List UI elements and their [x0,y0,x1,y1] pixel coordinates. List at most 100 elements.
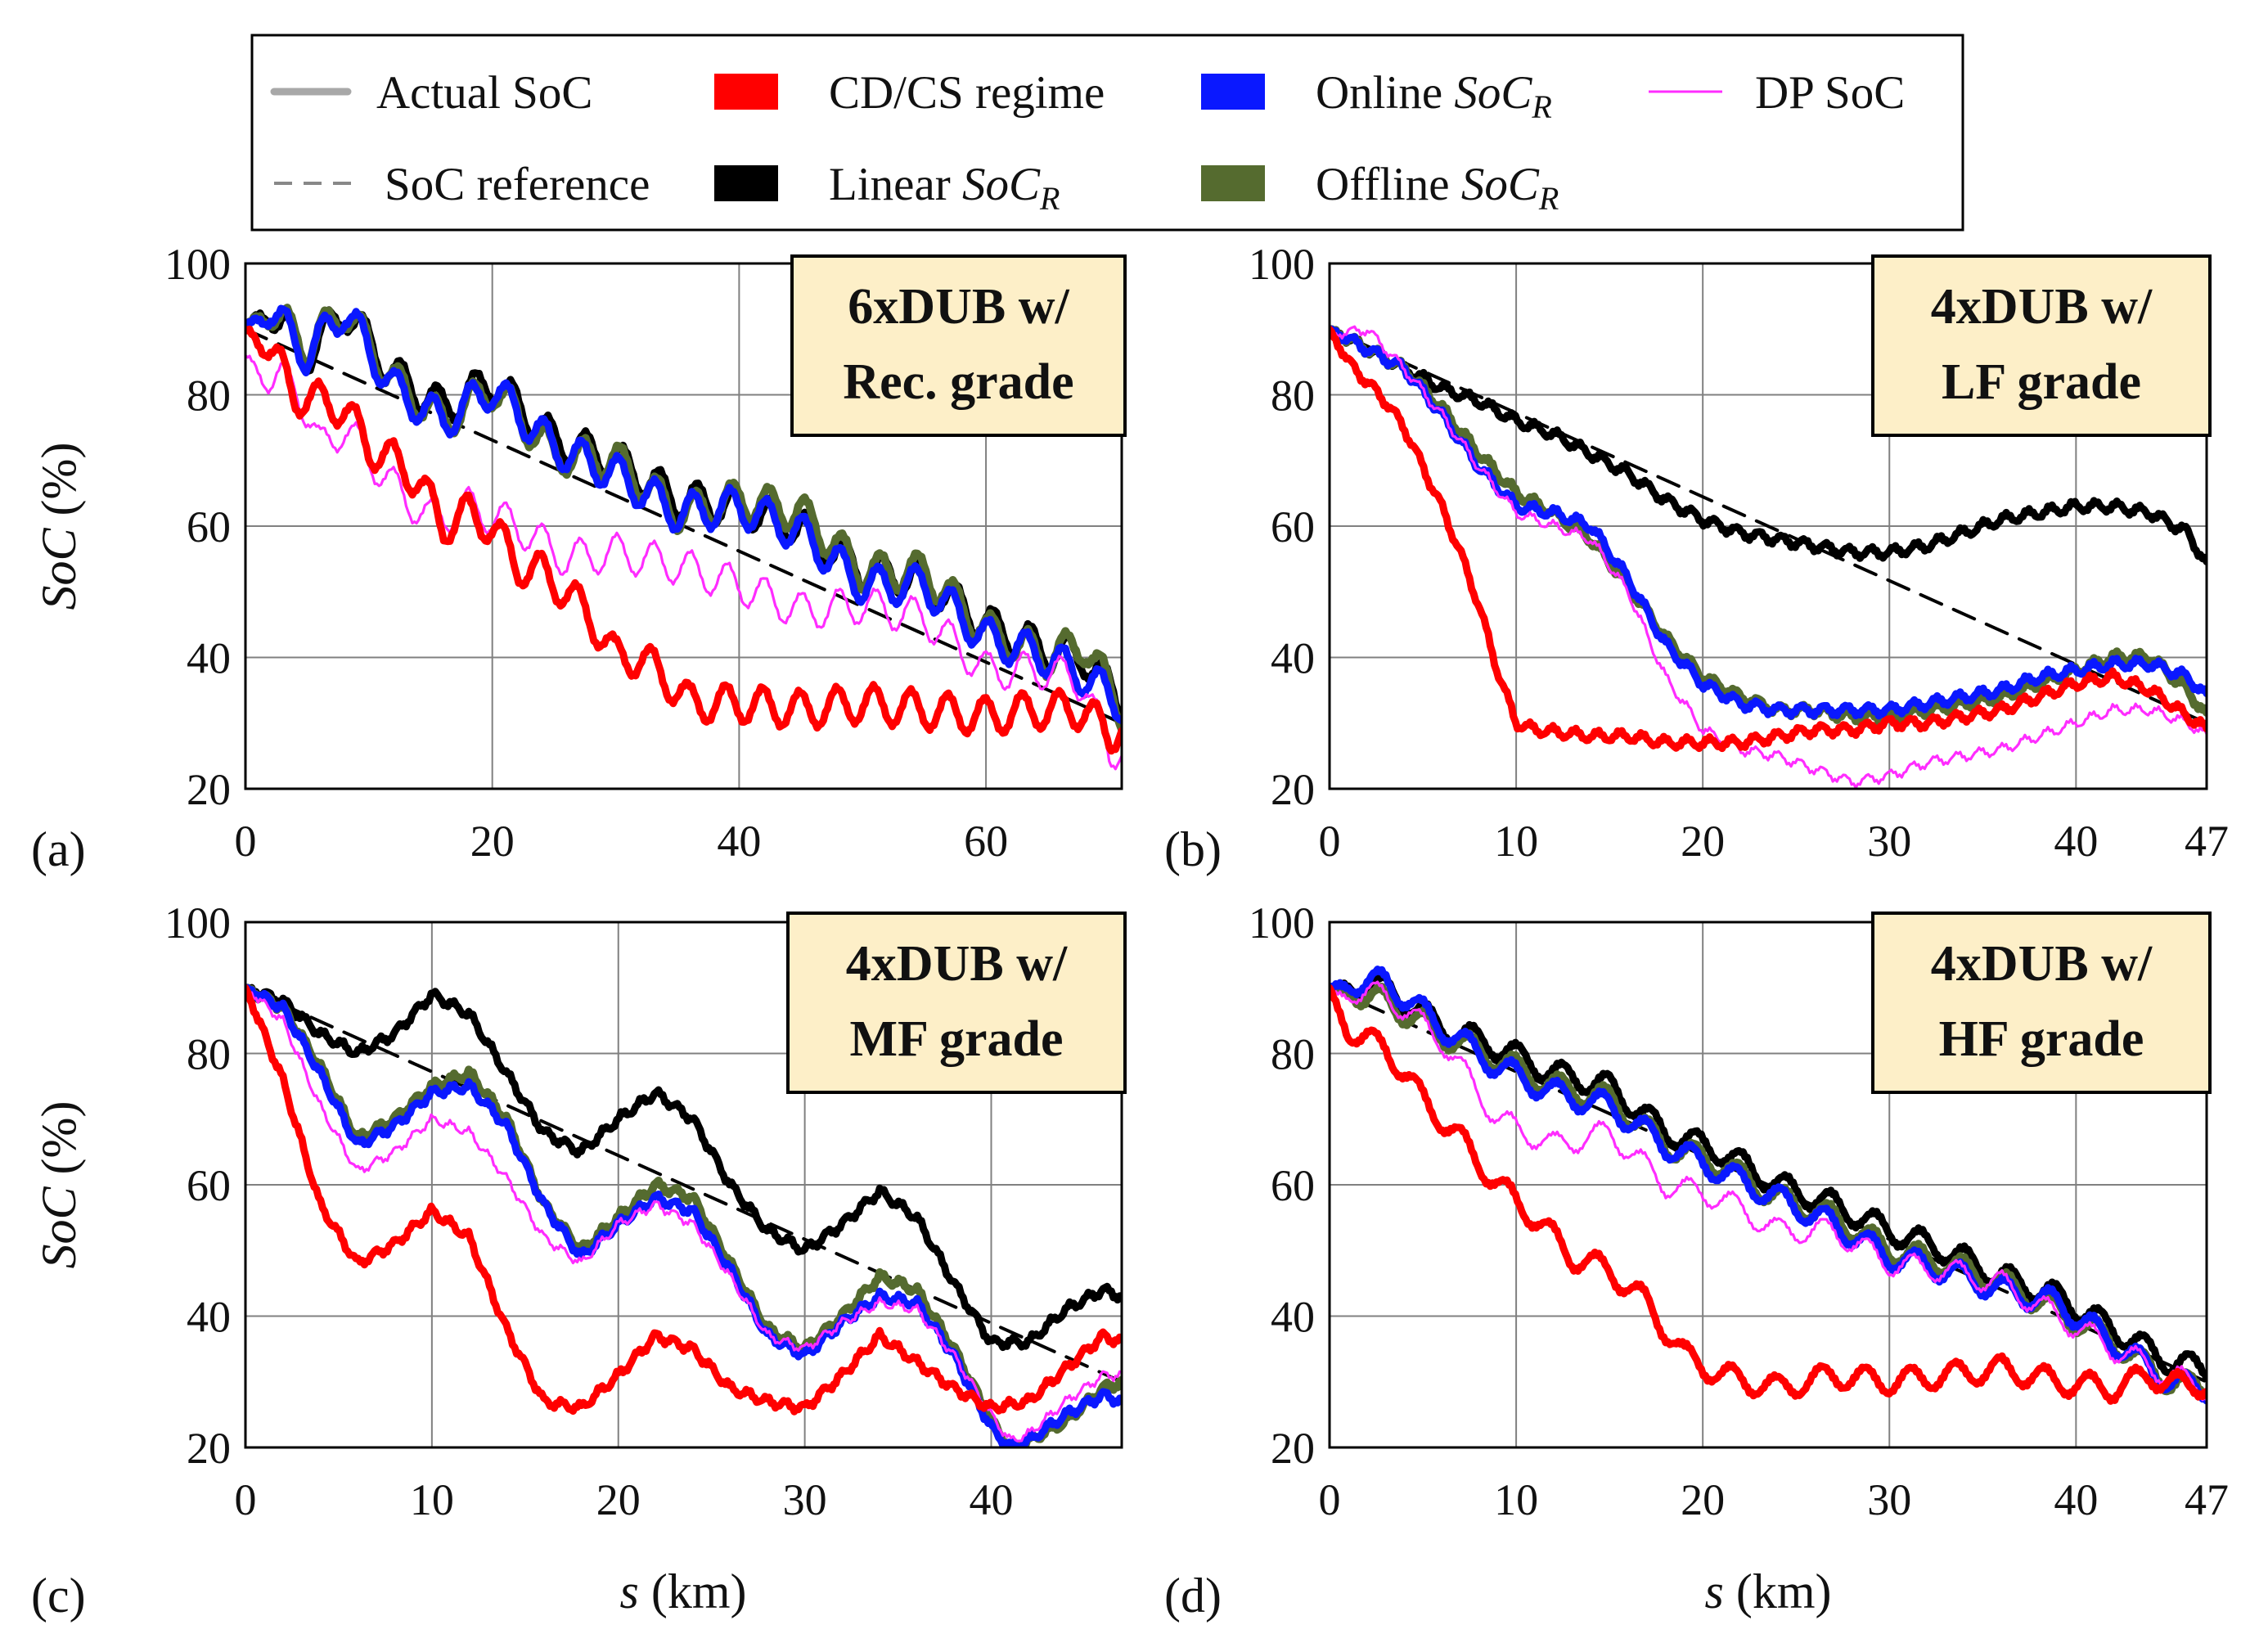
panel-label: (c) [31,1569,86,1623]
legend-frame [250,34,1964,232]
legend: Actual SoC CD/CS regime Online SoCR DP SoC S… [250,34,1964,232]
x-tick-label: 47 [2185,817,2229,866]
y-axis-label-bottom: SoC (%) [32,1101,86,1269]
x-tick-label: 10 [1494,1475,1538,1524]
y-tick-label: 40 [187,1293,231,1342]
y-tick-label: 80 [187,1030,231,1079]
x-tick-label: 0 [235,1475,257,1524]
y-tick-label: 60 [1271,502,1315,551]
series-reference-line [1330,327,2207,725]
plot-frame [244,921,1123,1449]
y-tick-label: 60 [187,1161,231,1210]
y-tick-label: 60 [187,502,231,551]
x-tick-label: 40 [969,1475,1013,1524]
x-tick-label: 30 [1867,1475,1911,1524]
panel-title-line: MF grade [849,1011,1063,1067]
y-tick-label: 40 [1271,1293,1315,1342]
chart-panel-d: 20 40 60 80 100 0 10 20 30 40 47 4xDUB w/HF grade (d… [1164,898,2229,1623]
x-axis-label-right: s (km) [1705,1564,1832,1618]
y-tick-label: 20 [187,765,231,814]
x-tick-label: 10 [410,1475,454,1524]
series-cdcs-line [245,325,1122,755]
plot-frame [1328,262,2208,790]
y-tick-label: 20 [1271,1424,1315,1473]
legend-label: DP SoC [1755,67,1905,119]
legend-swatch [714,165,778,201]
x-tick-label: 20 [596,1475,641,1524]
y-tick-label: 20 [187,1424,231,1473]
y-tick-label: 80 [1271,1030,1315,1079]
series-dp-line [245,986,1122,1443]
x-tick-label: 40 [2054,1475,2098,1524]
x-tick-label: 20 [470,817,515,866]
y-tick-label: 100 [164,898,231,948]
panel-title-box [1871,254,2212,437]
legend-label: Offline SoCR [1316,159,1559,217]
legend-label: SoC reference [385,159,650,210]
series-linear-line [1330,325,2207,565]
legend-swatch [1201,165,1265,201]
legend-item-3: Online SoCR [1201,67,1552,125]
x-tick-label: 47 [2185,1475,2229,1524]
legend-item-7: Offline SoCR [1201,159,1559,217]
panel-title-line: LF grade [1942,354,2141,410]
legend-item-2: CD/CS regime [714,67,1105,119]
legend-item-6: Linear SoCR [714,159,1060,217]
y-tick-label: 60 [1271,1161,1315,1210]
legend-swatch [714,74,778,110]
legend-label: Linear SoCR [829,159,1060,217]
series-linear-line [245,984,1122,1352]
chart-panel-c: 20 40 60 80 100 0 10 20 30 40 4xDUB w/MF grade (c) [31,898,1127,1623]
panel-label: (d) [1164,1569,1222,1623]
legend-label: CD/CS regime [829,67,1105,119]
x-tick-label: 40 [2054,817,2098,866]
x-tick-label: 0 [1319,817,1341,866]
x-tick-label: 10 [1494,817,1538,866]
y-axis-label-top: SoC (%) [32,443,86,610]
y-tick-label: 100 [1249,240,1315,289]
legend-item-1: Actual SoC [270,67,592,119]
x-tick-label: 60 [964,817,1008,866]
y-tick-label: 20 [1271,765,1315,814]
legend-label: Actual SoC [376,67,592,119]
x-tick-label: 0 [1319,1475,1341,1524]
panel-title-line: 4xDUB w/ [1931,936,2153,992]
x-tick-label: 20 [1681,817,1725,866]
legend-item-5: SoC reference [274,159,650,210]
series-cdcs-line [1330,325,2207,753]
panel-title-box [1871,912,2212,1094]
panel-label: (a) [31,822,86,876]
plot-frame [244,262,1123,790]
y-tick-label: 80 [1271,371,1315,421]
panel-title-box [790,254,1127,437]
x-tick-label: 0 [235,817,257,866]
panel-title-line: Rec. grade [843,354,1073,410]
x-axis-label-left: s (km) [620,1564,747,1618]
series-cdcs-line [1330,984,2207,1405]
series-dp-line [1330,325,2207,789]
panel-title-line: 6xDUB w/ [848,279,1069,335]
x-tick-label: 40 [717,817,761,866]
panel-label: (b) [1164,822,1222,876]
legend-label: Online SoCR [1316,67,1552,125]
x-tick-label: 30 [1867,817,1911,866]
series-dp-line [245,353,1122,771]
series-dp-line [1330,980,2207,1402]
x-tick-label: 30 [783,1475,827,1524]
panel-title-box [786,912,1127,1094]
series-cdcs-line [245,984,1122,1416]
series-online-line [1330,966,2207,1405]
y-tick-label: 80 [187,371,231,421]
y-tick-label: 100 [1249,898,1315,948]
y-tick-label: 40 [187,634,231,683]
panel-title-line: 4xDUB w/ [846,936,1068,992]
y-tick-label: 40 [1271,634,1315,683]
series-online-line [245,304,1122,725]
y-tick-label: 100 [164,240,231,289]
legend-item-4: DP SoC [1649,67,1905,119]
legend-swatch [1201,74,1265,110]
panel-title-line: 4xDUB w/ [1931,279,2153,335]
chart-panel-b: 20 40 60 80 100 0 10 20 30 40 47 4xDUB w/LF grade (b… [1164,240,2229,876]
